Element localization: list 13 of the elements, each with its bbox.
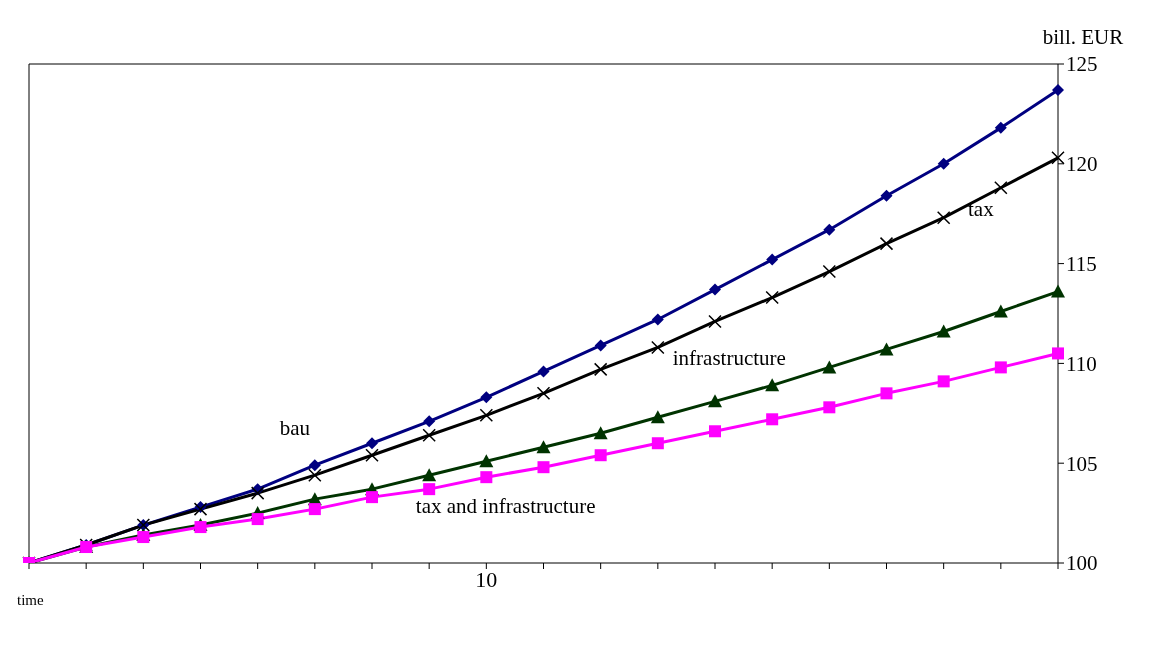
y-axis-title: bill. EUR [1042,25,1124,49]
y-tick-label: 110 [1066,351,1097,376]
x-tick-label: 10 [475,566,498,592]
y-tick-label: 120 [1066,152,1098,177]
y-tick-label: 115 [1066,252,1097,277]
series-label: bau [279,416,311,441]
series-label: tax [968,196,995,221]
y-tick-label: 100 [1066,551,1098,576]
series-label: infrastructure [672,346,786,371]
y-tick-label: 105 [1066,451,1098,476]
y-tick-label: 125 [1066,52,1098,77]
x-axis-title: time [17,592,44,608]
series-label: tax and infrastructure [415,494,596,519]
